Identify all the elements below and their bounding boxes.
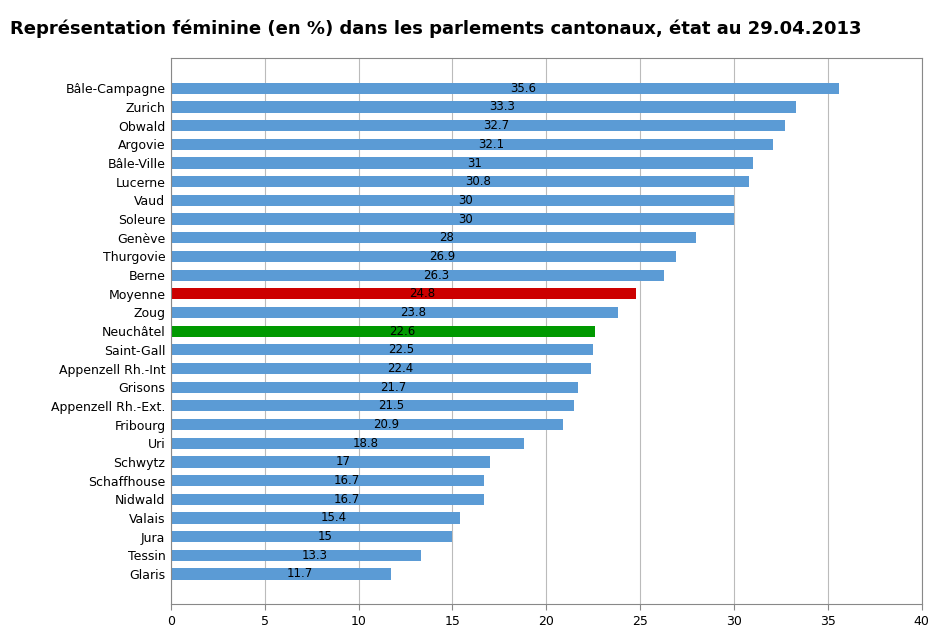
Text: 18.8: 18.8: [353, 437, 379, 449]
Text: 30.8: 30.8: [466, 175, 491, 188]
Text: 32.7: 32.7: [484, 119, 509, 132]
Bar: [171, 288, 636, 300]
Text: 21.5: 21.5: [378, 399, 405, 412]
Bar: [171, 139, 773, 150]
Bar: [171, 251, 675, 262]
Text: 15: 15: [317, 530, 332, 543]
Bar: [171, 512, 460, 523]
Bar: [171, 381, 579, 393]
Text: 35.6: 35.6: [510, 82, 537, 95]
Bar: [171, 269, 664, 281]
Bar: [171, 568, 390, 579]
Text: 16.7: 16.7: [333, 493, 359, 506]
Bar: [171, 325, 595, 337]
Text: 32.1: 32.1: [478, 138, 504, 151]
Text: 22.6: 22.6: [389, 325, 415, 338]
Bar: [171, 83, 839, 94]
Bar: [171, 344, 593, 356]
Bar: [171, 307, 618, 318]
Text: 20.9: 20.9: [372, 418, 399, 431]
Text: 17: 17: [336, 455, 351, 468]
Bar: [171, 102, 796, 113]
Text: 33.3: 33.3: [489, 100, 515, 114]
Bar: [171, 213, 733, 224]
Bar: [171, 531, 452, 542]
Text: 21.7: 21.7: [380, 381, 407, 394]
Bar: [171, 158, 752, 168]
Bar: [171, 120, 785, 131]
Text: 26.3: 26.3: [424, 269, 449, 282]
Text: 22.5: 22.5: [388, 343, 414, 356]
Text: 22.4: 22.4: [387, 362, 413, 375]
Text: 31: 31: [467, 156, 483, 170]
Bar: [171, 363, 591, 374]
Text: 13.3: 13.3: [301, 548, 328, 562]
Text: 26.9: 26.9: [429, 250, 455, 263]
Text: 24.8: 24.8: [409, 287, 435, 300]
Bar: [171, 195, 733, 206]
Bar: [171, 550, 421, 561]
Text: Représentation féminine (en %) dans les parlements cantonaux, état au 29.04.2013: Représentation féminine (en %) dans les …: [10, 19, 861, 38]
Text: 30: 30: [458, 194, 473, 207]
Bar: [171, 400, 575, 412]
Text: 16.7: 16.7: [333, 474, 359, 487]
Bar: [171, 232, 696, 243]
Bar: [171, 438, 523, 449]
Bar: [171, 457, 490, 467]
Bar: [171, 176, 749, 187]
Text: 23.8: 23.8: [400, 306, 426, 319]
Bar: [171, 494, 484, 505]
Text: 30: 30: [458, 213, 473, 226]
Text: 28: 28: [439, 231, 454, 244]
Bar: [171, 419, 563, 430]
Text: 11.7: 11.7: [286, 568, 313, 581]
Bar: [171, 475, 484, 486]
Text: 15.4: 15.4: [321, 511, 348, 525]
